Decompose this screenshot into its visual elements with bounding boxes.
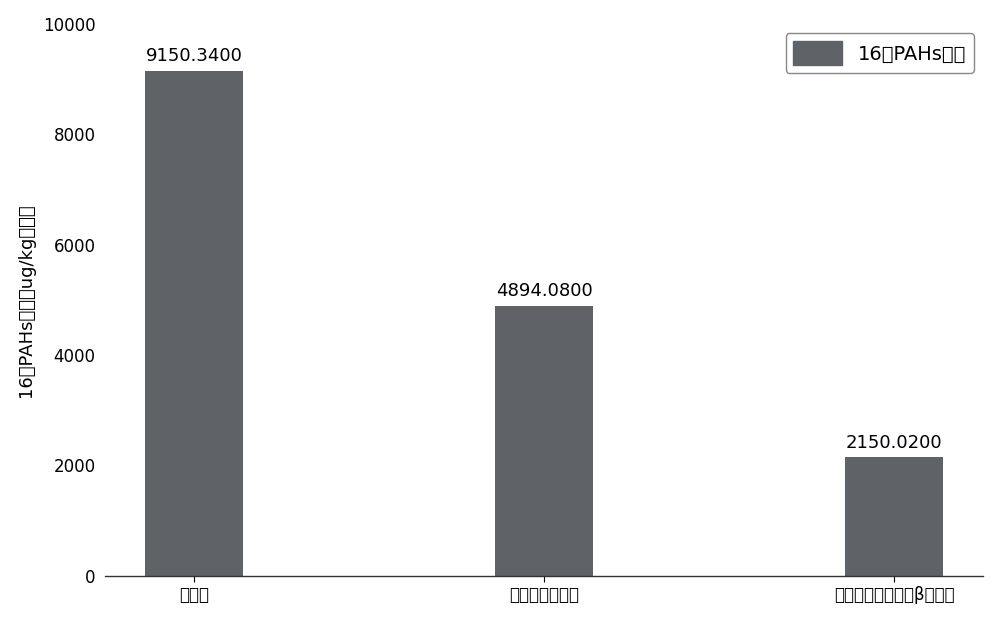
Text: 9150.3400: 9150.3400 bbox=[146, 47, 243, 65]
Bar bbox=[845, 457, 943, 576]
Text: 4894.0800: 4894.0800 bbox=[496, 282, 593, 300]
Y-axis label: 16种PAHs总量（ug/kg土壤）: 16种PAHs总量（ug/kg土壤） bbox=[17, 203, 35, 397]
Legend: 16种PAHs总量: 16种PAHs总量 bbox=[786, 34, 974, 73]
Text: 2150.0200: 2150.0200 bbox=[846, 433, 943, 451]
Bar bbox=[145, 71, 243, 576]
Bar bbox=[495, 306, 593, 576]
